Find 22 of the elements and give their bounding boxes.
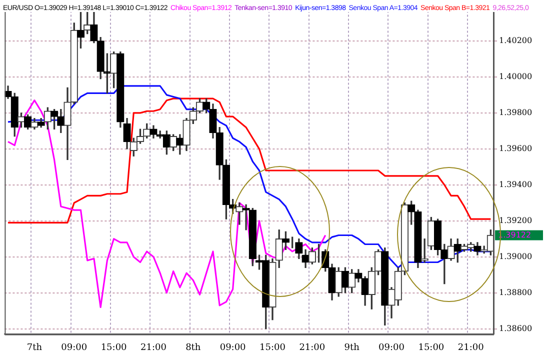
- y-tick-label: 1.39000: [499, 252, 532, 261]
- y-tick-label: 1.39400: [499, 180, 532, 189]
- x-tick-label: 09:00: [378, 342, 405, 353]
- x-tick-label: 09:00: [220, 342, 246, 353]
- x-tick-label: 7th: [26, 342, 42, 353]
- y-tick-label: 1.39800: [499, 108, 532, 118]
- x-tick-label: 21:00: [140, 342, 167, 353]
- x-tick-label: 8th: [186, 342, 201, 353]
- y-tick-label: 1.39200: [499, 216, 532, 225]
- x-tick-label: 15:00: [260, 342, 286, 353]
- y-tick-label: 1.40200: [499, 36, 532, 46]
- x-tick-label: 15:00: [100, 342, 128, 353]
- y-tick-label: 1.40000: [499, 72, 532, 82]
- x-tick-label: 21:00: [458, 342, 484, 353]
- x-tick-label: 15:00: [418, 342, 444, 353]
- x-tick-label: 09:00: [61, 342, 88, 353]
- x-tick-label: 9th: [344, 342, 360, 353]
- y-tick-label: 1.38800: [499, 288, 532, 297]
- y-tick-label: 1.39600: [499, 144, 532, 153]
- y-tick-label: 1.38600: [499, 324, 532, 333]
- candlestick: [420, 238, 428, 263]
- x-tick-label: 21:00: [299, 342, 326, 353]
